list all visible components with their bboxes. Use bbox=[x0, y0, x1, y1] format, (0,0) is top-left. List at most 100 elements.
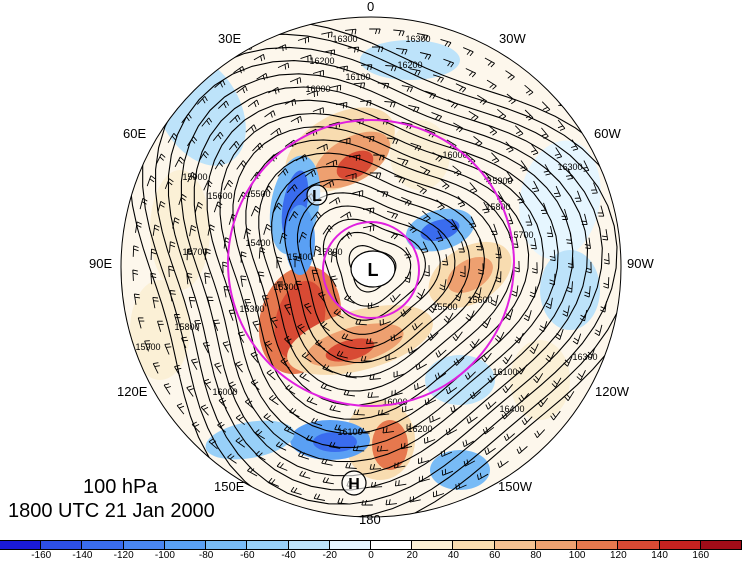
height-contour bbox=[155, 46, 618, 505]
wind-barb bbox=[245, 124, 257, 133]
wind-barb bbox=[584, 286, 591, 298]
wind-barb bbox=[343, 389, 355, 397]
wind-barb bbox=[333, 308, 344, 319]
wind-barb bbox=[156, 153, 166, 164]
wind-barb bbox=[228, 140, 240, 150]
wind-barb bbox=[244, 298, 252, 311]
wind-barb bbox=[263, 223, 272, 235]
wind-barb bbox=[439, 279, 447, 291]
wind-barb bbox=[543, 164, 551, 176]
wind-barb bbox=[235, 361, 243, 373]
wind-barb bbox=[345, 173, 357, 180]
contour-label: 16100 bbox=[345, 72, 370, 82]
wind-barb bbox=[549, 249, 556, 262]
wind-barb bbox=[214, 80, 226, 88]
contour-label: 15700 bbox=[182, 247, 207, 257]
wind-barb bbox=[272, 202, 283, 213]
wind-barb bbox=[200, 404, 209, 416]
wind-barb bbox=[152, 362, 160, 374]
wind-barb bbox=[144, 340, 151, 352]
wind-barb bbox=[416, 184, 427, 195]
wind-barb bbox=[361, 499, 373, 506]
lon-label-120e: 120E bbox=[117, 384, 148, 399]
wind-barb bbox=[379, 318, 391, 326]
wind-barb bbox=[394, 480, 407, 487]
colorbar-swatch bbox=[247, 541, 289, 549]
wind-barb bbox=[152, 224, 160, 236]
wind-barb bbox=[385, 499, 397, 506]
wind-barb bbox=[240, 251, 247, 263]
wind-barb bbox=[186, 272, 193, 285]
wind-barb bbox=[329, 84, 342, 92]
wind-barb bbox=[306, 90, 319, 98]
wind-barb bbox=[279, 232, 288, 244]
wind-barb bbox=[167, 132, 178, 143]
wind-barb bbox=[574, 190, 582, 202]
contour-label: 16400 bbox=[499, 404, 524, 414]
wind-barb bbox=[539, 321, 548, 333]
contour-label: 16100 bbox=[492, 367, 517, 377]
wind-barb bbox=[203, 179, 213, 191]
wind-barb bbox=[457, 196, 466, 208]
wind-barb bbox=[201, 117, 213, 127]
wind-barb bbox=[313, 493, 325, 501]
colorbar-swatch bbox=[494, 541, 536, 549]
lon-label-60e: 60E bbox=[123, 126, 147, 141]
wind-barb bbox=[418, 475, 431, 483]
wind-barb bbox=[320, 382, 332, 392]
wind-barb bbox=[581, 213, 588, 226]
height-contour bbox=[335, 231, 412, 307]
wind-barb bbox=[366, 338, 378, 345]
colorbar-tick-label: 140 bbox=[651, 550, 668, 561]
wind-barb bbox=[506, 171, 514, 183]
wind-barb bbox=[310, 211, 322, 221]
wind-barb bbox=[301, 352, 312, 363]
wind-barb bbox=[304, 302, 312, 315]
wind-barb bbox=[531, 262, 538, 274]
wind-barb bbox=[436, 230, 444, 242]
wind-barb bbox=[490, 223, 498, 236]
wind-barb bbox=[290, 486, 302, 496]
wind-barb bbox=[421, 241, 429, 253]
wind-barb bbox=[408, 222, 418, 233]
colorbar-swatch bbox=[370, 541, 413, 549]
wind-barb bbox=[233, 66, 245, 74]
colorbar-swatch bbox=[123, 541, 165, 549]
wind-barb bbox=[194, 319, 202, 332]
wind-barb bbox=[360, 100, 372, 106]
wind-barb bbox=[213, 201, 223, 213]
wind-barb bbox=[330, 275, 338, 287]
wind-barb bbox=[284, 98, 297, 106]
wind-barb bbox=[421, 210, 431, 222]
wind-barb bbox=[258, 247, 266, 259]
wind-barb bbox=[270, 316, 278, 329]
colorbar-tick-label: -20 bbox=[322, 550, 337, 561]
wind-barb bbox=[565, 168, 574, 180]
wind-barb bbox=[517, 191, 525, 204]
wind-barb bbox=[235, 437, 246, 448]
wind-barb bbox=[300, 54, 312, 62]
wind-barb bbox=[603, 277, 610, 289]
wind-barb bbox=[305, 435, 317, 444]
wind-barb bbox=[401, 196, 412, 206]
wind-barb bbox=[579, 310, 588, 322]
wind-barb bbox=[263, 413, 274, 424]
anomaly-blob bbox=[510, 340, 570, 420]
wind-barb bbox=[312, 69, 324, 77]
wind-barb bbox=[285, 384, 296, 395]
wind-barb bbox=[491, 152, 500, 164]
wind-barb bbox=[423, 436, 436, 444]
wind-barb bbox=[397, 157, 409, 166]
wind-barb bbox=[455, 482, 467, 490]
colorbar-tick-label: -60 bbox=[240, 550, 255, 561]
wind-barb bbox=[534, 429, 546, 439]
contour-label: 16000 bbox=[442, 150, 467, 160]
wind-barb bbox=[594, 324, 603, 336]
wind-barb bbox=[264, 340, 273, 352]
colorbar-swatch bbox=[0, 541, 42, 549]
wind-barb bbox=[469, 338, 480, 349]
contour-label: 16000 bbox=[382, 397, 407, 407]
low-center-2: L bbox=[350, 250, 396, 288]
wind-barb bbox=[328, 441, 341, 449]
wind-barb bbox=[290, 115, 303, 124]
